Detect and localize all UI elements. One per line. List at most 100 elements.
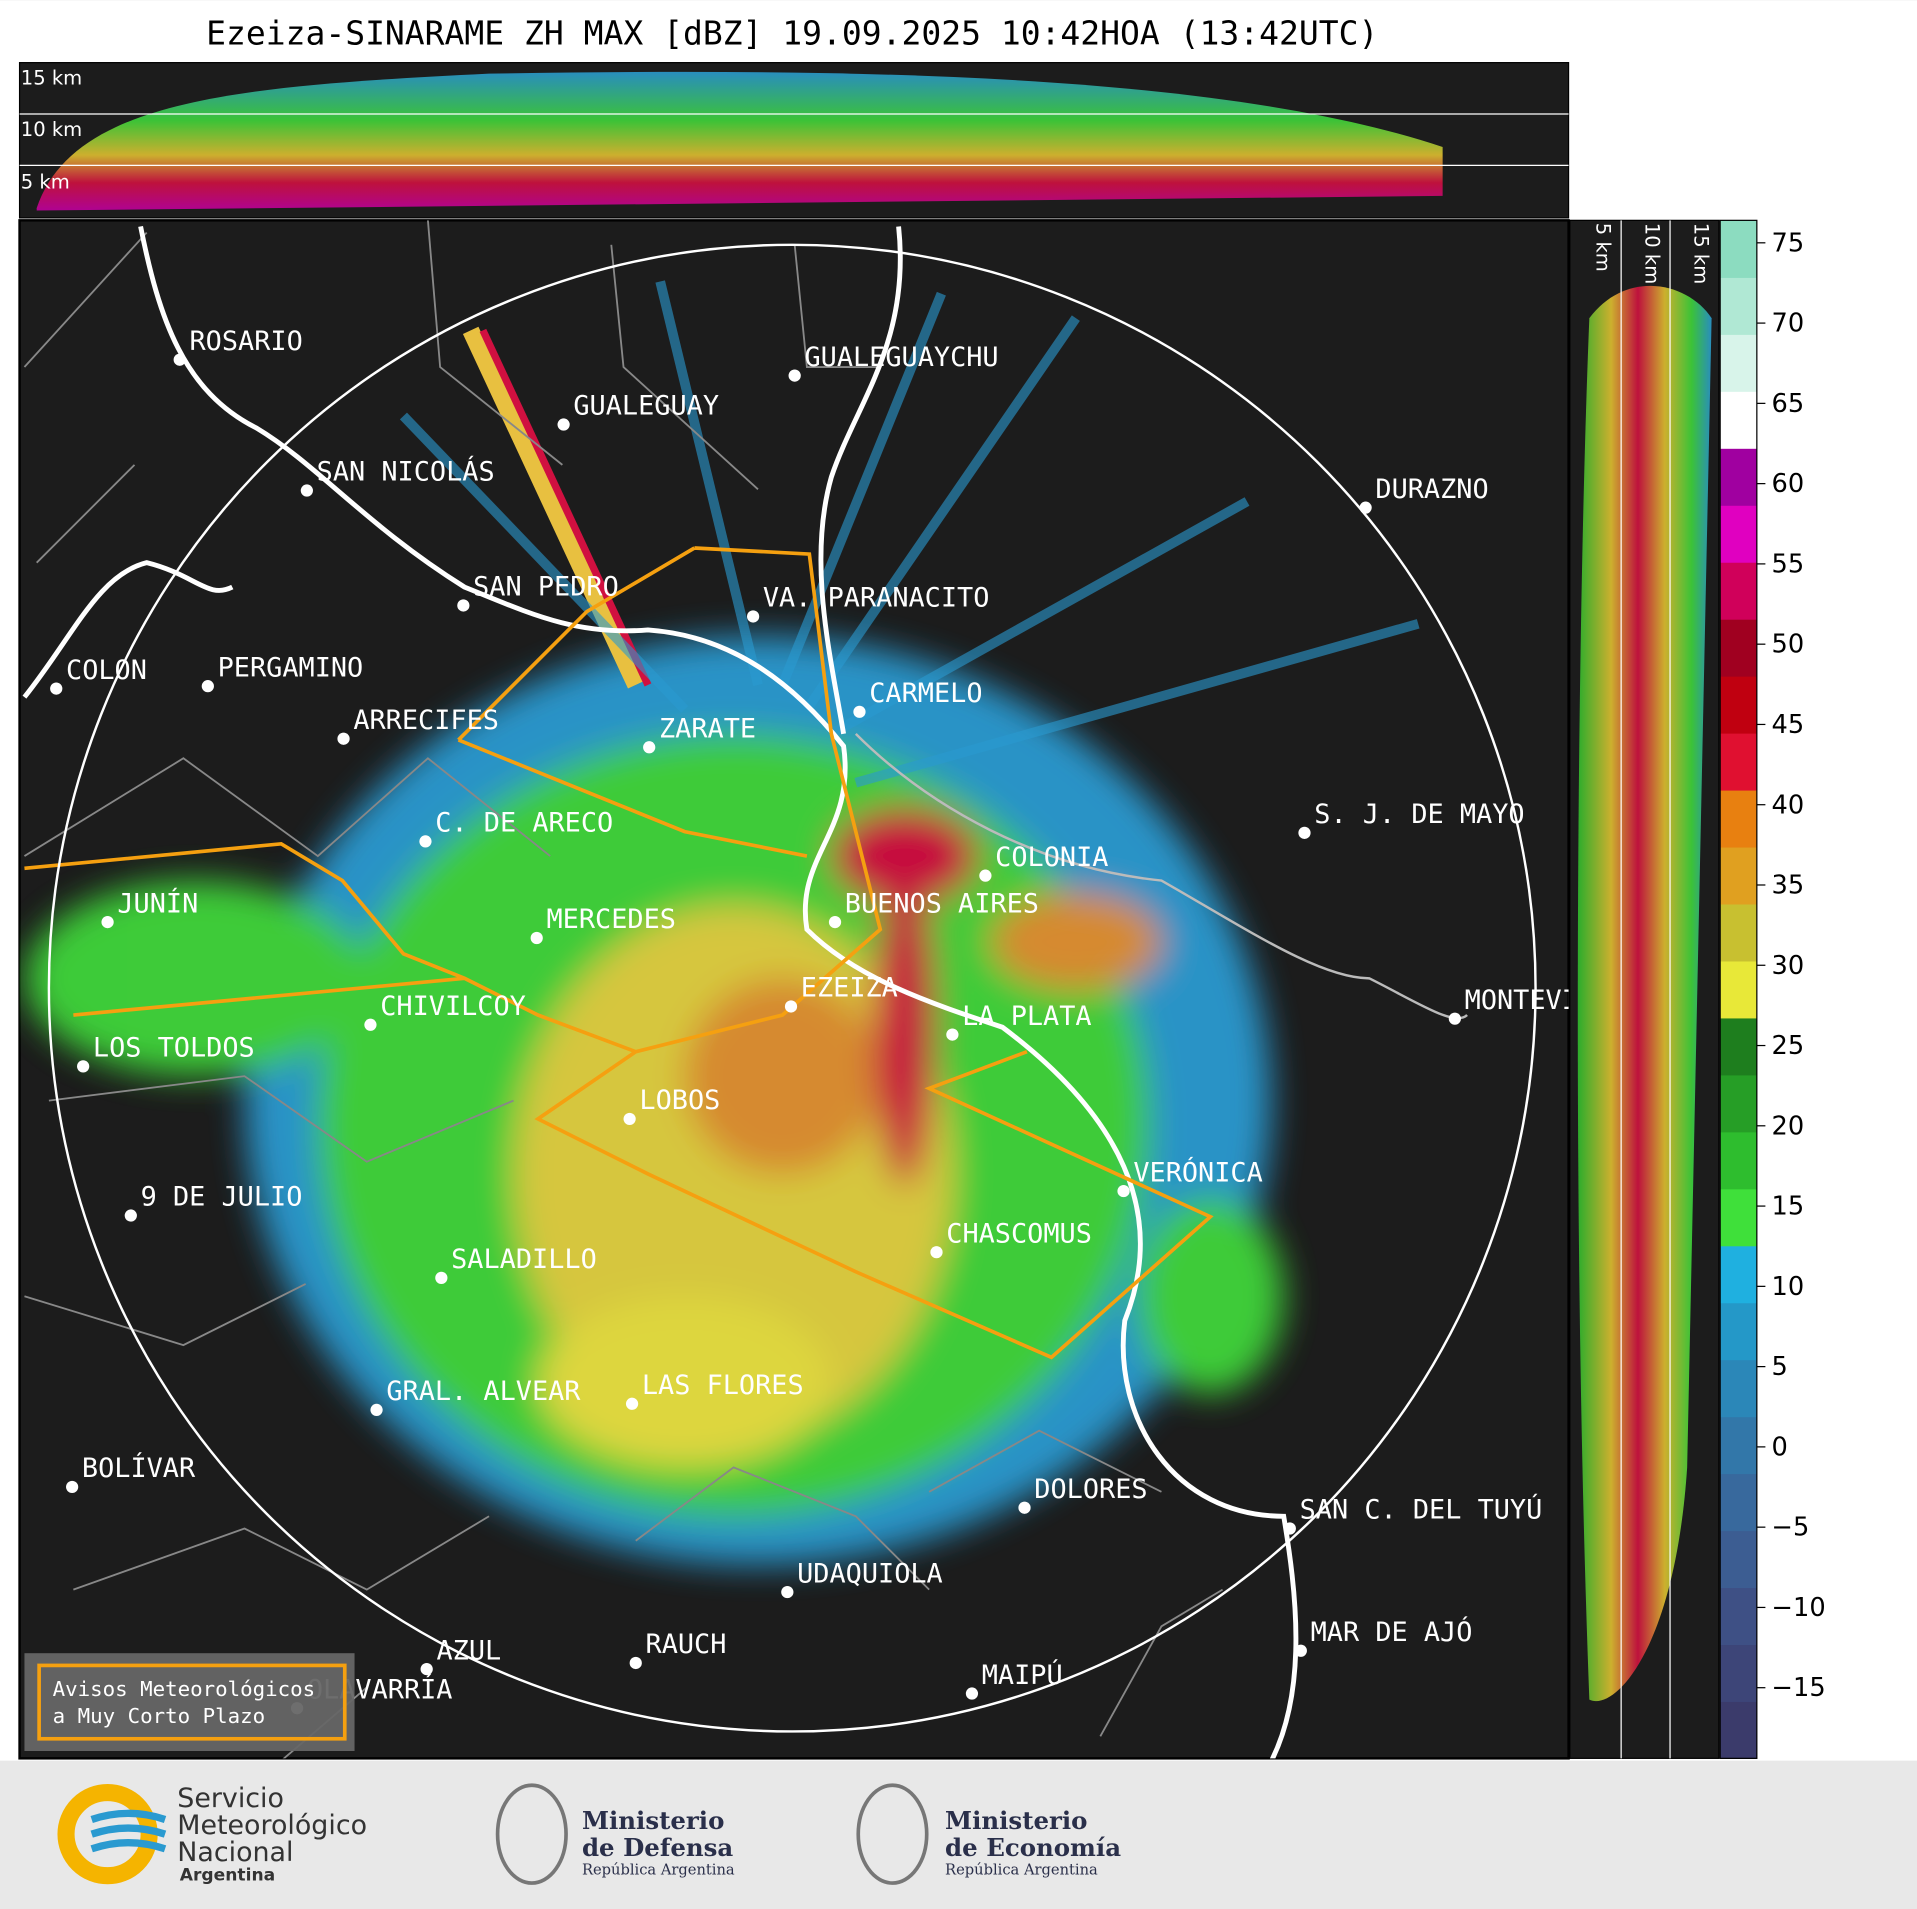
city-label: CHIVILCOY (380, 991, 526, 1022)
tick-label: 15 (1772, 1192, 1805, 1222)
color-band (1720, 1530, 1757, 1589)
emblem (856, 1783, 929, 1885)
city-layer: ROSARIO GUALEGUAYCHU GUALEGUAY SAN NICOLÁS D… (50, 326, 1569, 1715)
city-label: BUENOS AIRES (845, 888, 1039, 919)
legend-box (37, 1663, 347, 1741)
city-dot (1448, 1012, 1461, 1025)
city-label: LOS TOLDOS (93, 1033, 255, 1064)
logo-text: Servicio (177, 1783, 284, 1814)
colorbar: −15 −10 −5 0 5 10 15 20 25 30 35 40 45 50 55 60 65 70 75 (1720, 220, 1826, 1759)
city-label: GUALEGUAY (573, 391, 719, 422)
city-dot (788, 369, 801, 382)
city-dot (781, 1585, 794, 1599)
city-label: COLONIA (995, 842, 1108, 873)
section-echo (36, 71, 1443, 211)
tick-label: 60 (1772, 469, 1805, 499)
tick-label: 40 (1772, 790, 1805, 820)
city-dot (784, 1000, 798, 1013)
city-label: GRAL. ALVEAR (386, 1376, 581, 1407)
city-dot (435, 1271, 448, 1284)
color-band (1720, 448, 1757, 506)
tick-label: 75 (1772, 228, 1805, 258)
tick-label: 45 (1772, 710, 1805, 740)
city-dot (1359, 501, 1372, 514)
color-band (1720, 619, 1757, 677)
city-dot (337, 732, 350, 745)
color-band (1720, 1701, 1757, 1759)
city-label: 9 DE JULIO (141, 1182, 303, 1213)
smn-logo (57, 1784, 158, 1885)
city-dot (930, 1246, 943, 1259)
color-band (1720, 391, 1757, 449)
city-dot (946, 1028, 959, 1041)
city-dot (625, 1397, 639, 1410)
tick-label: 20 (1772, 1111, 1805, 1141)
city-dot (50, 682, 63, 695)
city-label: ARRECIFES (353, 705, 499, 736)
city-dot (530, 931, 543, 945)
color-band (1720, 676, 1757, 734)
color-band (1720, 1188, 1757, 1247)
city-label: MAIPÚ (982, 1659, 1063, 1691)
color-band (1720, 334, 1757, 392)
color-band (1720, 733, 1757, 791)
color-band (1720, 277, 1757, 335)
city-label: LOBOS (639, 1085, 720, 1116)
logo-text: Nacional (177, 1837, 293, 1868)
city-label: S. J. DE MAYO (1314, 799, 1524, 830)
height-label: 5 km (21, 171, 70, 194)
tick-label: 55 (1772, 549, 1805, 579)
logo-text: República Argentina (945, 1861, 1098, 1878)
height-label: 10 km (21, 118, 82, 141)
city-label: MERCEDES (546, 904, 675, 935)
radar-echoes (24, 636, 1284, 1566)
tick-label: −10 (1772, 1593, 1826, 1623)
emblem (495, 1783, 568, 1885)
city-label: SAN C. DEL TUYÚ (1300, 1494, 1543, 1526)
city-label: SALADILLO (451, 1244, 597, 1275)
city-label: DOLORES (1034, 1474, 1147, 1505)
map: ROSARIO GUALEGUAYCHU GUALEGUAY SAN NICOLÁS D… (22, 220, 1569, 1759)
color-band (1720, 1587, 1757, 1646)
warning-polygons (24, 546, 1214, 1360)
city-dot (457, 599, 470, 612)
logo-text: Ministerio (582, 1806, 724, 1835)
color-band (1720, 1644, 1757, 1702)
city-label: LAS FLORES (642, 1370, 804, 1401)
city-label: VA. PARANACITO (763, 583, 990, 614)
city-label: MAR DE AJÓ (1311, 1616, 1473, 1648)
logo-text: Meteorológico (177, 1810, 367, 1841)
city-label: DURAZNO (1375, 474, 1488, 505)
logo-text: de Economía (945, 1833, 1121, 1862)
color-band (1720, 789, 1757, 848)
city-dot (66, 1480, 79, 1494)
city-label: BOLÍVAR (82, 1452, 196, 1484)
coast (854, 732, 1468, 1020)
color-band (1720, 1416, 1757, 1475)
legend-text: Avisos Meteorológicos (53, 1677, 316, 1701)
color-band (1720, 1359, 1757, 1418)
city-dot (853, 705, 866, 718)
radar-rays (399, 280, 1420, 788)
city-dot (623, 1112, 636, 1126)
color-band (1720, 903, 1757, 962)
city-dot (173, 353, 186, 366)
city-label: COLON (66, 655, 147, 686)
city-dot (828, 915, 842, 929)
city-dot (1018, 1501, 1031, 1514)
tick-label: 5 (1772, 1352, 1788, 1382)
tick-label: 10 (1772, 1272, 1805, 1302)
color-band (1720, 1302, 1757, 1361)
city-dot (370, 1403, 383, 1417)
colorbar-frame (1719, 219, 1758, 1759)
height-label: 15 km (21, 67, 82, 90)
city-label: EZEIZA (801, 973, 898, 1004)
city-dot (1294, 1644, 1307, 1657)
city-dot (77, 1060, 90, 1073)
tick-label: 35 (1772, 871, 1805, 901)
city-label: RAUCH (646, 1629, 727, 1660)
city-dot (629, 1656, 642, 1670)
city-dot (1117, 1184, 1130, 1198)
